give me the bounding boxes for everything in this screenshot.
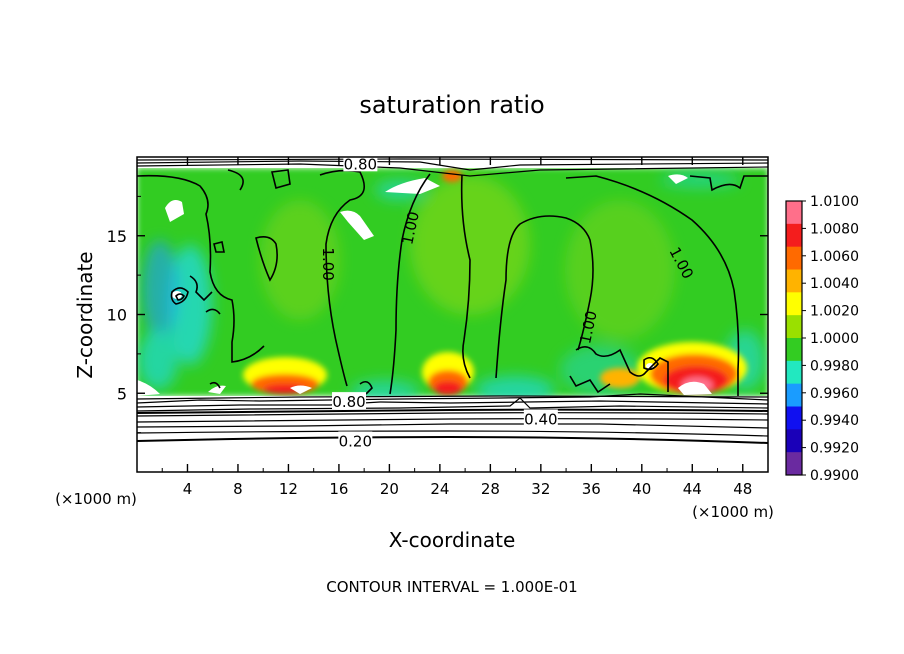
contour-labels: 0.801.001.001.001.000.800.400.20: [319, 155, 697, 451]
contour-label: 1.00: [319, 247, 337, 280]
x-tick-label: 20: [380, 480, 399, 498]
x-axis-unit-right: (×1000 m): [692, 503, 774, 521]
x-tick-label: 44: [683, 480, 702, 498]
y-tick-label: 15: [107, 227, 127, 246]
contour-label-group: 0.20: [338, 431, 373, 451]
x-axis-unit-left: (×1000 m): [55, 490, 137, 508]
supersaturation-patches: [243, 170, 747, 395]
colorbar-swatch: [786, 406, 802, 430]
colorbar-swatch: [786, 315, 802, 339]
colorbar-swatch: [786, 201, 802, 225]
colorbar-label: 0.9940: [810, 413, 859, 429]
colorbar: 1.0100 1.0080 1.0060 1.0040 1.0020 1.0000 0.99…: [785, 194, 859, 484]
colorbar-label: 0.9900: [810, 468, 859, 484]
colorbar-swatch: [786, 429, 802, 453]
x-axis-label: X-coordinate: [389, 528, 516, 552]
x-tick-label: 48: [733, 480, 752, 498]
y-tick-label: 10: [107, 306, 127, 325]
x-tick-label: 4: [183, 480, 193, 498]
x-tick-label: 16: [329, 480, 348, 498]
colorbar-label: 0.9980: [810, 358, 859, 374]
contour-label: 0.80: [332, 393, 365, 411]
x-tick-label: 28: [481, 480, 500, 498]
contour-label: 0.40: [524, 410, 557, 428]
x-tick-label: 32: [531, 480, 550, 498]
plot-area: 0.801.001.001.001.000.800.400.20: [137, 155, 768, 472]
contour-label-group: 1.00: [319, 247, 337, 280]
contour-label-backing: [332, 392, 367, 410]
y-axis-ticks: 5 10 15: [107, 195, 768, 434]
colorbar-label: 1.0040: [810, 276, 859, 292]
y-axis-label: Z-coordinate: [73, 251, 97, 378]
contour-label: 0.80: [344, 155, 377, 173]
x-axis-ticks: 4 8 12 16 20 24 28 32 36 40 44 48: [161, 157, 752, 498]
colorbar-label: 1.0080: [810, 221, 859, 237]
colorbar-label: 0.9960: [810, 386, 859, 402]
colorbar-label: 1.0000: [810, 331, 859, 347]
colorbar-swatch: [786, 269, 802, 293]
colorbar-label: 1.0060: [810, 249, 859, 265]
contour-label-backing: [523, 409, 558, 427]
chart-title: saturation ratio: [359, 91, 544, 119]
contour-label-backing: [343, 157, 378, 172]
upper-contour-lines: [137, 158, 768, 177]
colorbar-swatch: [786, 223, 802, 248]
colorbar-label: 0.9920: [810, 441, 859, 457]
x-tick-label: 40: [632, 480, 651, 498]
colorbar-swatch: [786, 338, 802, 362]
x-tick-label: 24: [430, 480, 449, 498]
colorbar-swatch: [786, 383, 802, 407]
contour-label-group: 0.80: [343, 155, 378, 173]
contour-label-group: 0.80: [332, 392, 367, 411]
contour-label-backing: [338, 431, 373, 449]
contour-label: 0.20: [339, 433, 372, 451]
unity-contour-lines: [137, 169, 768, 396]
colorbar-label: 1.0020: [810, 304, 859, 320]
colorbar-swatch: [786, 292, 802, 316]
contour-label-group: 0.40: [523, 409, 558, 428]
x-tick-label: 8: [233, 480, 243, 498]
colorbar-label: 1.0100: [810, 194, 859, 210]
colorbar-swatch: [786, 452, 802, 476]
x-tick-label: 36: [582, 480, 601, 498]
y-tick-label: 5: [117, 384, 127, 403]
colorbar-swatch: [786, 360, 802, 385]
x-tick-label: 12: [279, 480, 298, 498]
colorbar-swatch: [786, 246, 802, 270]
contour-interval-note: CONTOUR INTERVAL = 1.000E-01: [326, 578, 577, 596]
lower-contour-lines-thick: [137, 408, 768, 444]
